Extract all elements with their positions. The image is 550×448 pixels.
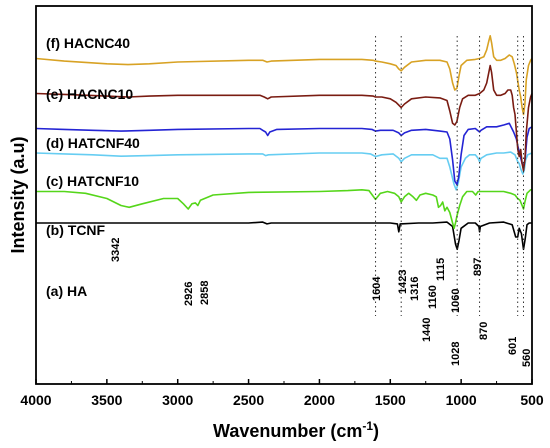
peak-label-1604: 1604: [371, 276, 383, 301]
x-tick-label-1500: 1500: [375, 392, 406, 408]
series-label-e: (e) HACNC10: [46, 86, 133, 102]
series-line-e: [35, 64, 533, 172]
peak-label-2926: 2926: [183, 282, 195, 306]
x-tick-label-500: 500: [520, 392, 544, 408]
x-axis-title-superscript: -1: [362, 419, 373, 433]
peak-label-1440: 1440: [421, 318, 433, 342]
peak-label-1028: 1028: [450, 342, 462, 366]
peak-label-1115: 1115: [435, 258, 447, 281]
x-axis-ticks: 4000 3500 3000 2500 2000 1500 1000 500: [20, 379, 544, 408]
peak-label-2858: 2858: [199, 281, 211, 305]
x-tick-label-3500: 3500: [91, 392, 122, 408]
peak-label-897: 897: [472, 258, 484, 276]
peak-annotations: 3342 2926 2858 1604 1423 1316 1160 1115 …: [110, 238, 533, 367]
x-tick-label-4000: 4000: [20, 392, 51, 408]
series-labels: (f) HACNC40 (e) HACNC10 (d) HATCNF40 (c)…: [46, 35, 140, 299]
series-line-c: [35, 151, 533, 191]
x-axis-title-main: Wavenumber (cm: [213, 421, 362, 441]
peak-label-3342: 3342: [110, 238, 122, 262]
x-axis-title: Wavenumber (cm-1): [213, 419, 379, 441]
x-tick-label-2500: 2500: [233, 392, 264, 408]
peak-label-1060: 1060: [450, 289, 462, 313]
x-tick-label-2000: 2000: [304, 392, 335, 408]
peak-label-1423: 1423: [397, 270, 409, 294]
series-line-b: [36, 189, 532, 230]
peak-label-601: 601: [507, 337, 519, 355]
series-line-f: [35, 35, 533, 116]
peak-label-1316: 1316: [409, 277, 421, 301]
reference-lines: [375, 36, 524, 316]
peak-label-560: 560: [521, 349, 533, 367]
y-axis-title: Intensity (a.u): [8, 136, 28, 253]
series-label-b: (b) TCNF: [46, 222, 106, 238]
x-tick-label-3000: 3000: [162, 392, 193, 408]
x-tick-label-1000: 1000: [446, 392, 477, 408]
series-label-d: (d) HATCNF40: [46, 135, 140, 151]
series-line-a: [36, 221, 532, 251]
peak-label-1160: 1160: [427, 285, 439, 309]
series-lines: [35, 35, 533, 251]
peak-label-870: 870: [478, 322, 490, 340]
series-line-d: [35, 122, 533, 186]
series-label-f: (f) HACNC40: [46, 35, 130, 51]
x-axis-title-suffix: ): [373, 421, 379, 441]
series-label-a: (a) HA: [46, 283, 87, 299]
series-label-c: (c) HATCNF10: [46, 173, 139, 189]
